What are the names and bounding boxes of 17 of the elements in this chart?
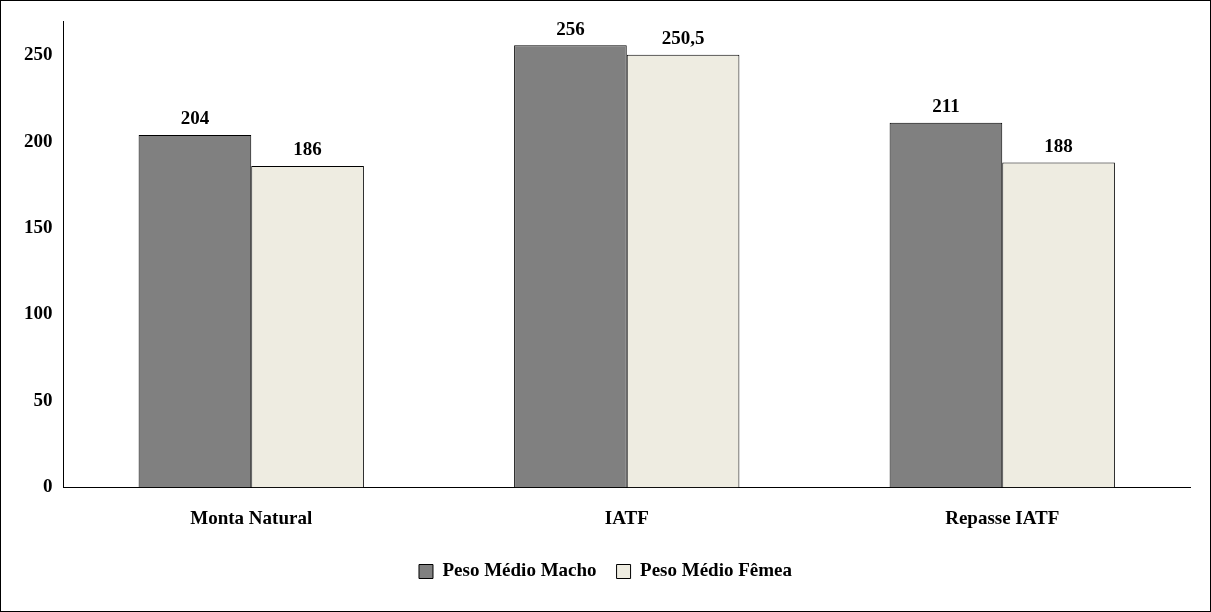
data-label: 188 — [1044, 134, 1073, 156]
legend-label: Peso Médio Fêmea — [640, 559, 793, 581]
x-tick-label: Monta Natural — [190, 506, 313, 528]
y-tick-label: 0 — [43, 475, 53, 497]
data-label: 204 — [180, 107, 210, 129]
y-tick-label: 100 — [24, 302, 53, 324]
legend-label: Peso Médio Macho — [442, 559, 597, 581]
y-tick-label: 50 — [33, 388, 53, 410]
x-tick-label: IATF — [604, 506, 649, 528]
data-label: 250,5 — [661, 27, 705, 49]
data-label: 186 — [293, 138, 322, 160]
y-tick-label: 150 — [24, 216, 53, 238]
y-tick-label: 250 — [24, 43, 53, 65]
x-tick-label: Repasse IATF — [945, 506, 1060, 528]
data-label: 211 — [932, 95, 960, 117]
y-tick-label: 200 — [24, 129, 53, 151]
data-label: 256 — [556, 17, 585, 39]
